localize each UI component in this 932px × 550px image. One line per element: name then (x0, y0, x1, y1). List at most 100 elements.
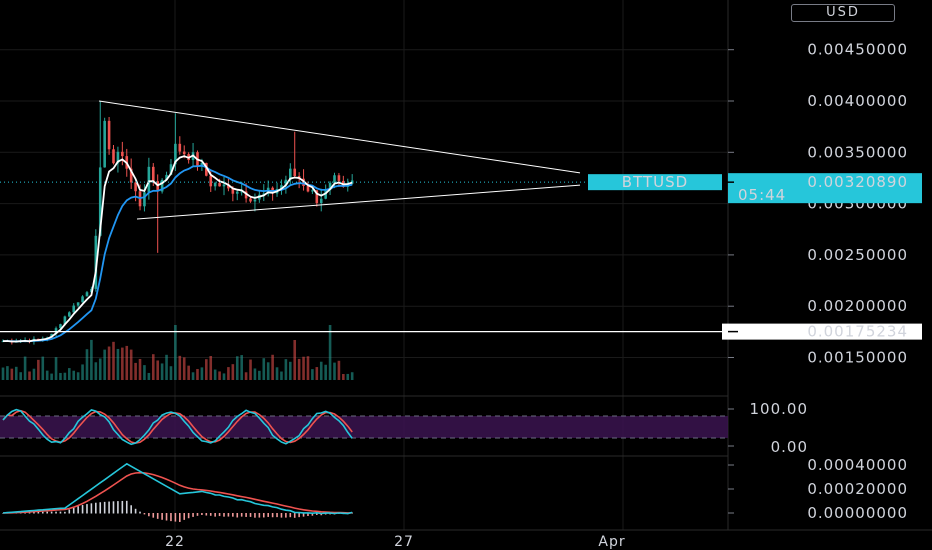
candle-body (129, 168, 133, 183)
volume-bar (151, 354, 155, 380)
candle-body (337, 175, 341, 181)
volume-bar (258, 370, 261, 380)
volume-bar (333, 362, 336, 380)
candle-body (213, 182, 217, 187)
macd-histogram-bar (143, 513, 146, 515)
volume-bar (143, 365, 146, 380)
volume-bar (302, 356, 305, 380)
volume-bar (68, 368, 71, 380)
volume-bar (156, 360, 159, 380)
macd-histogram-bar (77, 506, 79, 514)
volume-bar (187, 365, 190, 380)
candle-body (249, 198, 252, 202)
triangle-trendlines[interactable] (0, 100, 728, 220)
candlesticks (1, 101, 354, 345)
volume-bar (10, 368, 14, 380)
macd-histogram-bar (214, 513, 216, 517)
macd-histogram-bar (130, 505, 132, 514)
volume-bar (178, 355, 182, 380)
support-trendline (136, 184, 581, 220)
volume-bar (231, 364, 235, 380)
stochastic-band (0, 416, 728, 438)
candle-body (280, 185, 283, 189)
macd-histogram-bar (183, 513, 186, 520)
macd-line (2, 462, 353, 515)
volume-bar (311, 369, 314, 380)
macd-histogram-bar (41, 511, 44, 514)
volume-bars (1, 325, 354, 380)
candle-body (143, 192, 146, 207)
macd-histogram-bar (187, 513, 190, 519)
volume-bar (182, 357, 186, 380)
price-tick-label: 0.00450000 (807, 41, 908, 59)
volume-bar (293, 340, 297, 380)
volume-bar (249, 359, 252, 380)
macd-histogram-bar (64, 511, 66, 514)
macd-histogram-bar (316, 513, 318, 516)
candle-body (103, 120, 106, 168)
macd-histogram-bar (240, 513, 243, 517)
candle-body (315, 190, 319, 204)
volume-bar (262, 358, 266, 380)
time-tick-label: Apr (598, 534, 625, 550)
time-tick-label: 27 (394, 534, 414, 550)
macd-histogram-bar (205, 513, 208, 516)
macd-histogram-bar (103, 501, 106, 514)
candle-body (112, 149, 115, 164)
volume-bar (85, 349, 89, 380)
volume-bar (63, 372, 67, 380)
macd-histogram-bar (179, 513, 181, 522)
candle-body (160, 179, 164, 192)
macd-histogram-bar (95, 502, 97, 514)
macd-histogram-bar (55, 511, 57, 514)
volume-bar (280, 371, 283, 380)
volume-bar (45, 370, 49, 380)
macd-histogram-bar (311, 513, 314, 516)
candle-body (218, 182, 221, 187)
candle-body (205, 162, 208, 176)
volume-bar (306, 356, 310, 380)
volume-bar (116, 348, 120, 380)
stochastic-tick-label: 100.00 (750, 400, 809, 418)
macd-histogram-bar (245, 513, 247, 517)
volume-bar (337, 360, 341, 380)
macd-histogram-bar (59, 511, 62, 514)
macd-histogram-bar (209, 513, 212, 516)
candle-body (68, 312, 71, 317)
volume-bar (107, 346, 111, 380)
macd-histogram-bar (161, 513, 163, 520)
volume-bar (319, 361, 323, 380)
volume-bar (125, 345, 129, 380)
macd-histogram-bar (262, 513, 265, 518)
currency-selector[interactable]: USD (791, 4, 895, 22)
horizontal-line-label: 0.00175234 (807, 323, 908, 341)
candle-body (328, 182, 332, 191)
candle-body (63, 316, 67, 325)
candle-body (178, 143, 182, 152)
candle-body (72, 305, 76, 313)
volume-bar (275, 367, 279, 380)
macd-histogram-bar (302, 513, 305, 517)
volume-bar (324, 364, 327, 380)
candle-body (289, 168, 292, 180)
macd-histogram-bar (258, 513, 261, 518)
candle-body (165, 174, 168, 180)
price-tick-label: 0.00250000 (807, 246, 908, 264)
bar-countdown: 05:44 (738, 186, 786, 204)
volume-bar (94, 362, 98, 380)
volume-bar (14, 366, 18, 380)
macd-histogram-bar (2, 513, 4, 514)
candle-body (306, 185, 310, 192)
price-tick-label: 0.00400000 (807, 92, 908, 110)
macd-histogram-bar (81, 505, 84, 514)
stochastic-k-line (2, 408, 353, 446)
candle-body (116, 151, 120, 164)
price-tick-label: 0.00150000 (807, 349, 908, 367)
volume-bar (134, 362, 137, 380)
volume-bar (284, 359, 288, 380)
candle-body (311, 190, 314, 192)
volume-bar (112, 341, 115, 380)
candle-body (209, 175, 213, 187)
volume-bar (271, 354, 274, 380)
